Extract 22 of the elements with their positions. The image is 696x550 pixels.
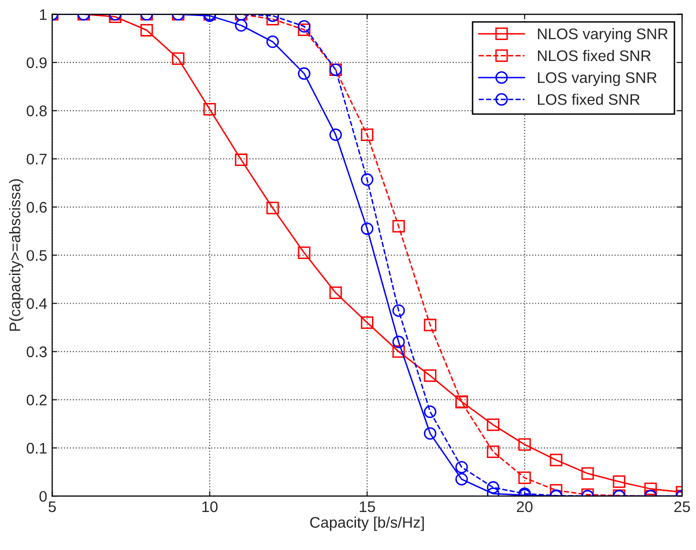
x-tick-label: 10: [202, 501, 218, 512]
y-axis-title: P(capacity>=abscissa): [9, 179, 24, 331]
y-tick-label: 1: [40, 9, 47, 20]
legend-label: LOS varying SNR: [538, 72, 657, 86]
y-tick-label: 0.7: [26, 154, 47, 165]
y-tick-label: 0.5: [26, 250, 47, 261]
y-tick-label: 0.1: [26, 442, 47, 454]
x-tick-label: 20: [516, 501, 533, 512]
y-tick-label: 0.4: [26, 298, 47, 310]
legend-label: NLOS fixed SNR: [538, 50, 651, 62]
y-tick-label: 0.8: [26, 106, 47, 116]
x-tick-label: 15: [360, 502, 375, 512]
y-tick-label: 0.6: [26, 202, 47, 213]
legend-label: NLOS varying SNR: [538, 28, 668, 42]
legend-label: LOS fixed SNR: [538, 94, 640, 105]
y-tick-label: 0: [39, 490, 47, 502]
y-tick-label: 0.9: [26, 57, 47, 68]
x-tick-label: 25: [674, 501, 690, 512]
x-axis-title: Capacity [b/s/Hz]: [310, 516, 424, 531]
y-tick-label: 0.3: [26, 346, 47, 358]
y-tick-label: 0.2: [26, 394, 47, 406]
x-tick-label: 5: [48, 502, 56, 512]
